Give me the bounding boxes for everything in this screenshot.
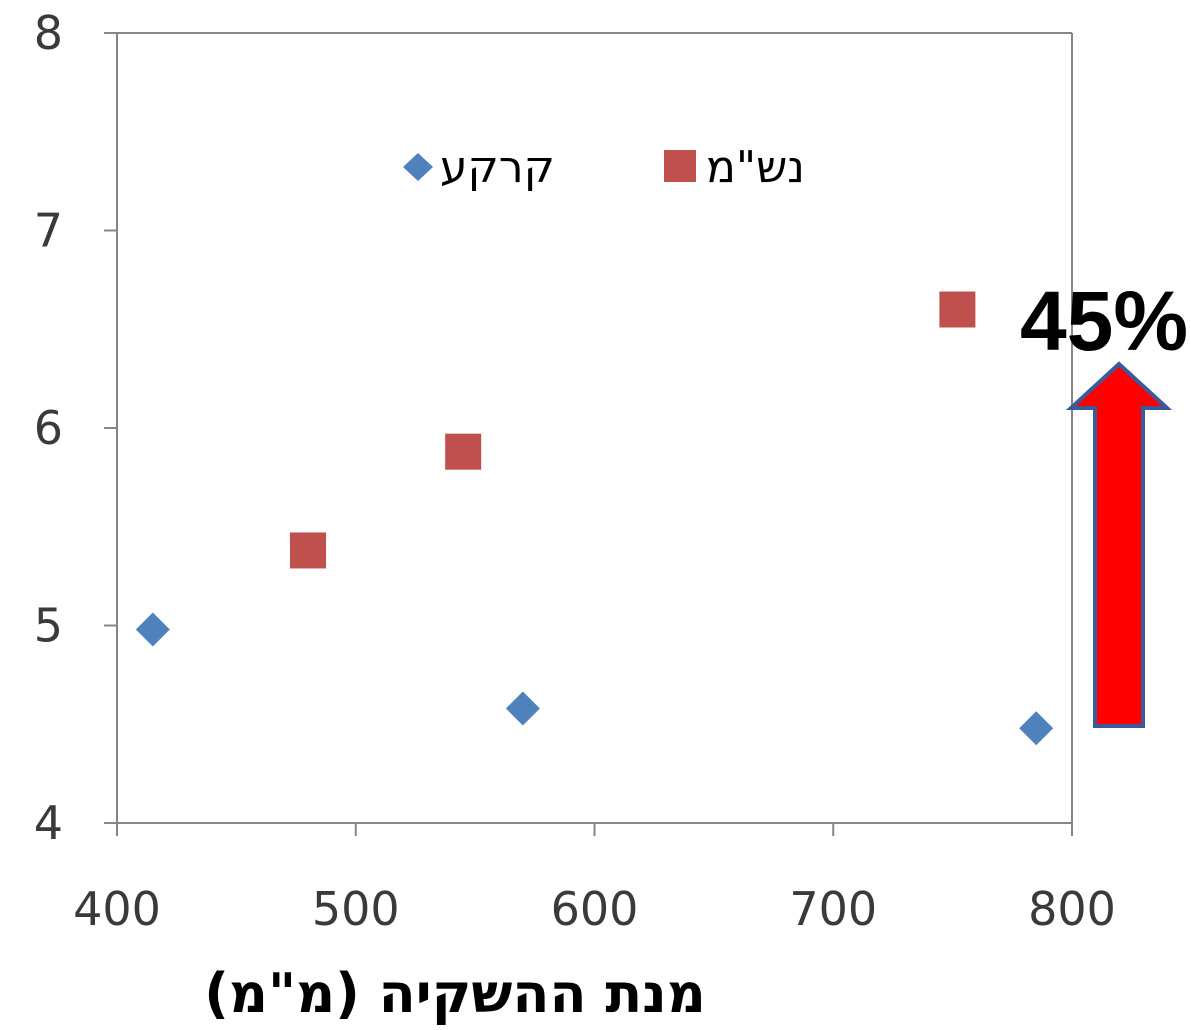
x-axis-title: מנת ההשקיה (מ"מ) [204,962,706,1025]
legend-label-sludge: נש"מ [706,142,805,193]
legend: קרקע נש"מ [403,142,805,193]
x-tick-label: 600 [551,882,639,936]
legend-label-soil: קרקע [440,142,555,193]
increase-annotation: 45% [1020,274,1188,728]
y-tick-label: 8 [34,6,63,60]
up-arrow-icon [1065,361,1173,728]
plot-area [116,32,1073,824]
y-axis-ticks: 4 5 6 7 8 [34,6,117,850]
data-points [135,291,1054,746]
legend-item-sludge: נש"מ [664,142,805,193]
y-tick-label: 4 [34,796,63,850]
x-axis-ticks: 400 500 600 700 800 [73,823,1116,936]
x-tick-label: 400 [73,882,161,936]
legend-square-marker [664,150,696,182]
percent-increase-label: 45% [1020,274,1188,368]
legend-item-soil: קרקע [403,142,555,193]
y-tick-label: 6 [34,401,63,455]
x-tick-label: 500 [312,882,400,936]
sludge-data-point [445,433,482,470]
legend-diamond-marker [403,153,433,181]
x-tick-label: 700 [789,882,877,936]
y-tick-label: 7 [34,204,63,258]
sludge-data-point [290,532,326,569]
y-tick-label: 5 [34,599,63,653]
soil-data-point [135,612,170,647]
sludge-data-point [939,291,976,328]
x-tick-label: 800 [1028,882,1116,936]
soil-data-point [505,691,540,726]
soil-data-point [1019,711,1054,746]
